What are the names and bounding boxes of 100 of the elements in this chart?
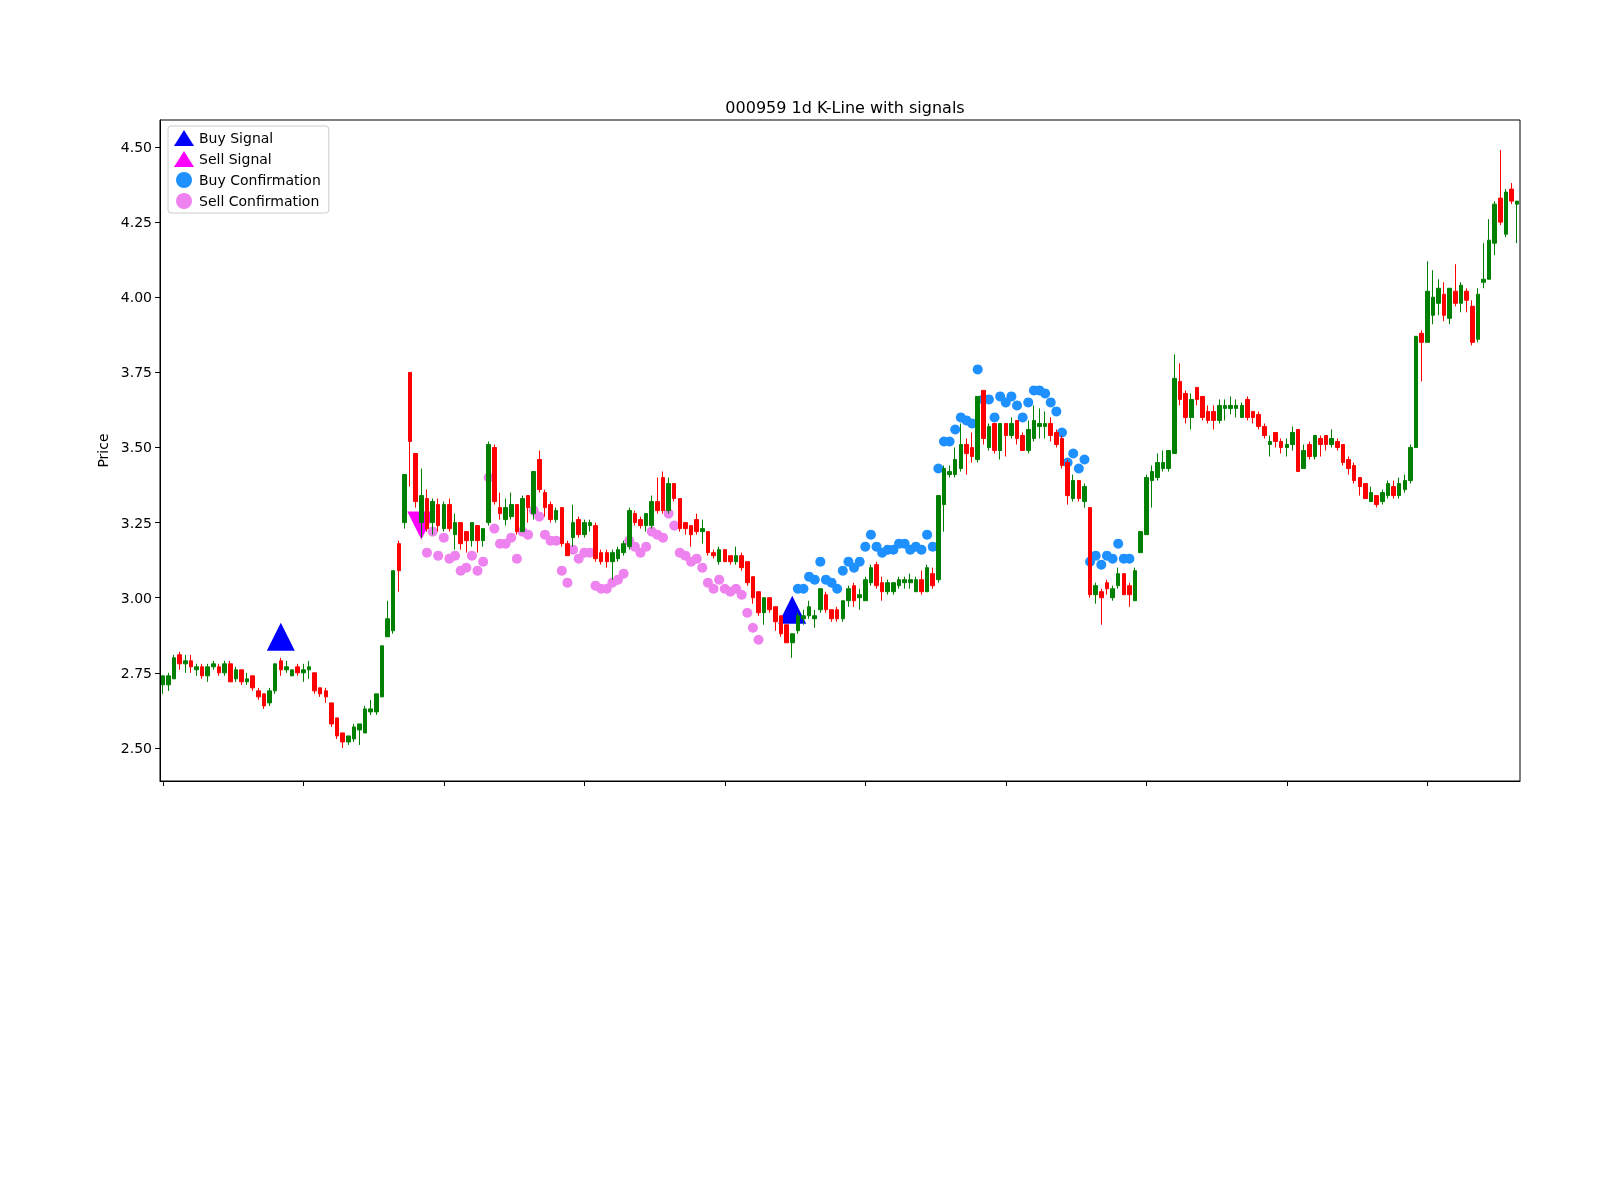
candlestick	[515, 504, 519, 536]
candlestick	[1133, 567, 1137, 602]
y-tick-label: 3.75	[120, 364, 152, 381]
point	[1006, 391, 1017, 402]
point	[511, 553, 522, 564]
candlestick	[1301, 443, 1306, 470]
candlestick	[402, 474, 407, 530]
point	[753, 634, 764, 645]
point	[478, 556, 489, 567]
candlestick	[1442, 281, 1446, 322]
y-tick-label: 2.50	[120, 739, 152, 756]
candlestick	[762, 597, 766, 626]
point	[433, 550, 444, 561]
point	[1079, 454, 1090, 465]
candlestick	[189, 654, 193, 674]
point	[266, 622, 295, 651]
candlestick	[419, 468, 424, 539]
candlestick	[1004, 422, 1008, 458]
candlestick	[1476, 287, 1480, 343]
point	[556, 565, 567, 576]
candlestick	[717, 546, 721, 566]
candlestick	[526, 495, 530, 524]
point	[933, 463, 944, 474]
candlestick	[177, 651, 182, 671]
candlestick	[1369, 486, 1373, 503]
candlestick	[200, 663, 204, 680]
point	[1023, 397, 1034, 408]
candlestick	[975, 395, 980, 464]
legend-label: Buy Confirmation	[199, 172, 321, 188]
point	[708, 583, 719, 594]
candlestick	[470, 522, 474, 548]
candlestick	[194, 663, 199, 677]
candlestick	[1240, 401, 1244, 418]
candlestick	[992, 422, 997, 454]
point	[1113, 538, 1124, 549]
point	[1000, 397, 1011, 408]
point	[731, 583, 742, 594]
candlestick	[981, 389, 986, 445]
candlestick	[987, 422, 991, 451]
candlestick	[700, 519, 705, 545]
candlestick	[998, 422, 1002, 461]
candlestick	[554, 507, 558, 524]
candlestick	[295, 663, 300, 677]
candlestick	[1307, 440, 1312, 461]
point	[865, 529, 876, 540]
point	[635, 547, 646, 558]
point	[697, 562, 708, 573]
candlestick	[1009, 416, 1014, 439]
point	[657, 532, 668, 543]
candlestick	[408, 371, 412, 488]
candlestick	[217, 663, 221, 677]
candlestick	[222, 660, 227, 677]
y-tick-label: 2.75	[120, 664, 152, 681]
point	[849, 562, 860, 573]
point	[1045, 397, 1056, 408]
candlestick	[605, 549, 609, 569]
candlestick	[1329, 428, 1334, 448]
candlestick	[492, 443, 497, 506]
candlestick	[531, 471, 536, 521]
y-tick-label: 3.25	[120, 514, 152, 531]
point	[1096, 559, 1107, 570]
point	[989, 412, 1000, 423]
point	[523, 529, 534, 540]
candlestick	[1093, 582, 1098, 605]
candlestick	[852, 582, 856, 608]
candlestick	[425, 489, 429, 533]
point	[815, 556, 826, 567]
candlestick	[481, 528, 485, 548]
candlestick	[453, 513, 457, 551]
candlestick	[239, 669, 244, 686]
point	[1107, 553, 1118, 564]
y-axis-title: Price	[94, 433, 111, 468]
legend-label: Sell Signal	[199, 151, 272, 167]
candlestick	[475, 525, 480, 554]
candlestick	[520, 495, 525, 533]
point	[714, 574, 725, 585]
candlestick	[666, 477, 671, 515]
candlestick	[1453, 263, 1458, 307]
point	[613, 574, 624, 585]
point	[506, 532, 517, 543]
candlestick	[734, 546, 738, 566]
point	[922, 529, 933, 540]
candlestick	[1088, 507, 1092, 599]
candlestick	[1374, 495, 1379, 509]
candlestick	[672, 483, 676, 503]
candlestick	[1077, 480, 1081, 503]
point	[466, 550, 477, 561]
candlestick	[919, 570, 924, 596]
y-tick-label: 4.25	[120, 214, 152, 231]
point	[742, 607, 753, 618]
candlestick	[1189, 392, 1194, 430]
legend-label: Buy Signal	[199, 130, 274, 146]
point	[534, 511, 545, 522]
candlestick	[1459, 281, 1463, 313]
candlestick	[430, 498, 435, 536]
point	[1017, 412, 1028, 423]
candlestick	[790, 633, 795, 659]
point	[702, 577, 713, 588]
point	[472, 565, 483, 576]
candlestick	[1296, 428, 1300, 473]
